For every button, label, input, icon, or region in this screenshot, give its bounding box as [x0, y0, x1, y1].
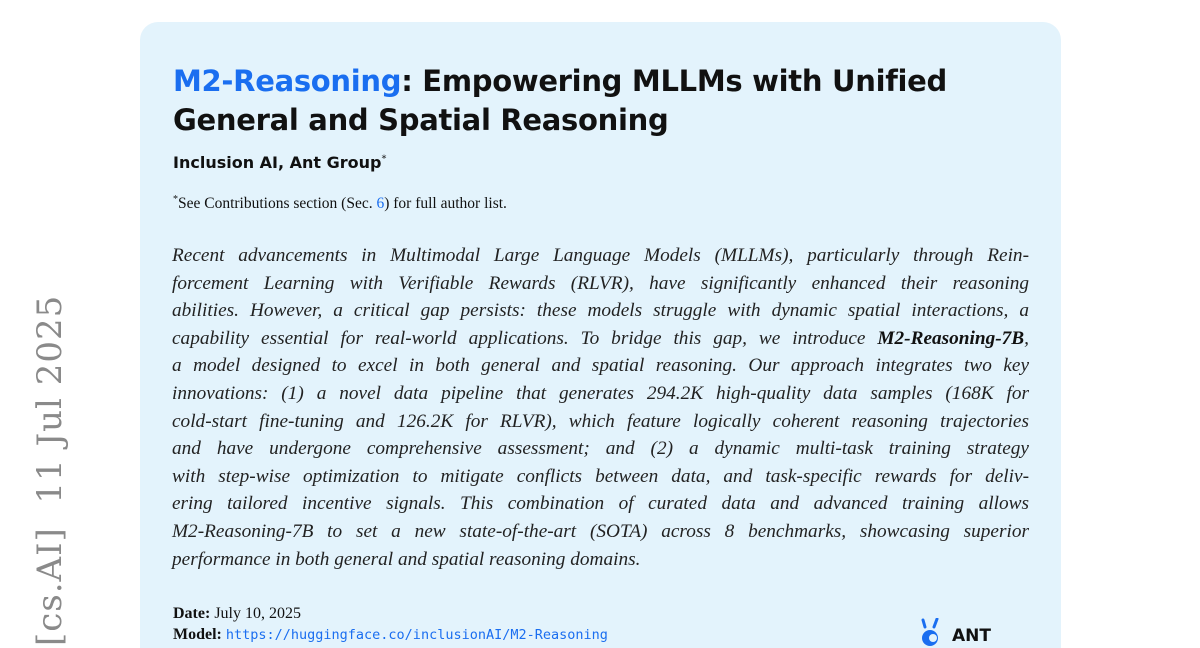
author-note: *See Contributions section (Sec. 6) for …: [173, 194, 507, 213]
model-row: Model: https://huggingface.co/inclusionA…: [173, 626, 608, 644]
author-text: Inclusion AI, Ant Group: [173, 153, 382, 172]
ant-logo-icon: [921, 618, 939, 646]
abstract-line: a model designed to excel in both genera…: [172, 355, 1029, 377]
title-highlight: M2-Reasoning: [173, 64, 402, 98]
model-link[interactable]: https://huggingface.co/inclusionAI/M2-Re…: [225, 627, 608, 643]
title-line1: : Empowering MLLMs with Unified: [401, 64, 948, 98]
authors: Inclusion AI, Ant Group*: [173, 153, 387, 172]
paper-header-card: M2-Reasoning: Empowering MLLMs with Unif…: [140, 22, 1061, 648]
model-label: Model:: [173, 626, 222, 643]
abstract-text: capability essential for real-world appl…: [172, 327, 878, 349]
note-text: See Contributions section (Sec.: [178, 195, 377, 213]
author-footnote-mark: *: [381, 153, 387, 165]
abstract-line: cold-start fine-tuning and 126.2K for RL…: [172, 410, 1029, 432]
abstract-line: with step-wise optimization to mitigate …: [172, 465, 1029, 487]
abstract-line: M2-Reasoning-7B to set a new state-of-th…: [172, 520, 1029, 542]
note-mark: *: [173, 194, 178, 205]
abstract-line: Recent advancements in Multimodal Large …: [172, 245, 1029, 266]
abstract-text: ,: [1024, 327, 1029, 349]
abstract: Recent advancements in Multimodal Large …: [172, 242, 1029, 573]
ant-logo-text: ANT: [952, 626, 991, 646]
abstract-line: and have undergone comprehensive assessm…: [172, 438, 1029, 460]
abstract-line: forcement Learning with Verifiable Rewar…: [172, 272, 1029, 294]
abstract-line: capability essential for real-world appl…: [172, 325, 1029, 353]
date-value: July 10, 2025: [214, 605, 301, 622]
date-label: Date:: [173, 605, 211, 622]
arxiv-side-stamp: [cs.AI] 11 Jul 2025: [30, 294, 70, 646]
abstract-line: ering tailored incentive signals. This c…: [172, 493, 1029, 515]
abstract-line: performance in both general and spatial …: [172, 548, 641, 570]
date-row: Date: July 10, 2025: [173, 605, 301, 623]
abstract-line: innovations: (1) a novel data pipeline t…: [172, 382, 1029, 404]
note-text-end: ) for full author list.: [384, 195, 507, 213]
ant-logo: ANT: [916, 618, 991, 646]
title-line2: General and Spatial Reasoning: [173, 103, 669, 137]
section-ref-link[interactable]: 6: [376, 195, 385, 213]
abstract-line: abilities. However, a critical gap persi…: [172, 300, 1029, 322]
paper-title: M2-Reasoning: Empowering MLLMs with Unif…: [173, 62, 947, 140]
model-name-bold: M2-Reasoning-7B: [877, 327, 1025, 349]
